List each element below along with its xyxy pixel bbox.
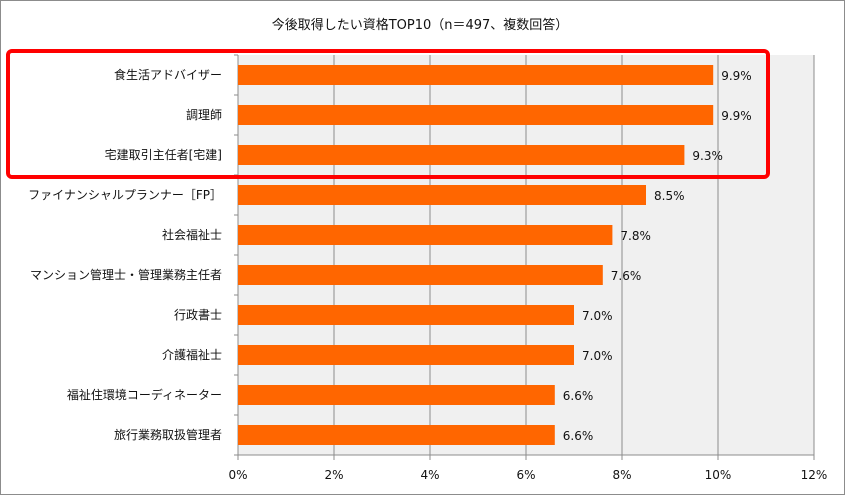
bar [238,385,555,405]
category-label: 宅建取引主任者[宅建] [105,147,222,162]
category-label: ファイナンシャルプランナー［FP］ [28,188,222,202]
x-tick-label: 8% [612,468,631,482]
bar [238,105,714,125]
category-label: 行政書士 [174,308,222,322]
bar [238,305,574,325]
bar [238,265,603,285]
bar [238,145,685,165]
x-tick-label: 0% [228,468,247,482]
category-label: マンション管理士・管理業務主任者 [30,267,222,282]
category-label: 食生活アドバイザー [114,67,222,82]
bar [238,65,714,85]
x-tick-label: 10% [705,468,732,482]
x-tick-label: 4% [420,468,439,482]
data-label: 9.3% [692,149,723,163]
data-label: 7.6% [611,269,642,283]
x-tick-label: 6% [516,468,535,482]
bar [238,225,613,245]
bar [238,185,646,205]
category-label: 社会福祉士 [162,227,222,242]
x-tick-label: 12% [801,468,828,482]
category-label: 旅行業務取扱管理者 [114,427,222,442]
category-label: 福祉住環境コーディネーター [67,387,222,402]
bar [238,425,555,445]
chart-title: 今後取得したい資格TOP10（n＝497、複数回答） [272,17,569,33]
x-tick-label: 2% [324,468,343,482]
highlight-box [6,49,770,179]
data-label: 7.8% [620,229,651,243]
data-label: 7.0% [582,309,613,323]
bar [238,345,574,365]
category-label: 調理師 [186,108,222,122]
data-label: 8.5% [654,189,685,203]
data-label: 9.9% [721,109,752,123]
category-label: 介護福祉士 [162,347,222,362]
data-label: 7.0% [582,349,613,363]
data-label: 6.6% [563,389,594,403]
data-label: 6.6% [563,429,594,443]
data-label: 9.9% [721,69,752,83]
